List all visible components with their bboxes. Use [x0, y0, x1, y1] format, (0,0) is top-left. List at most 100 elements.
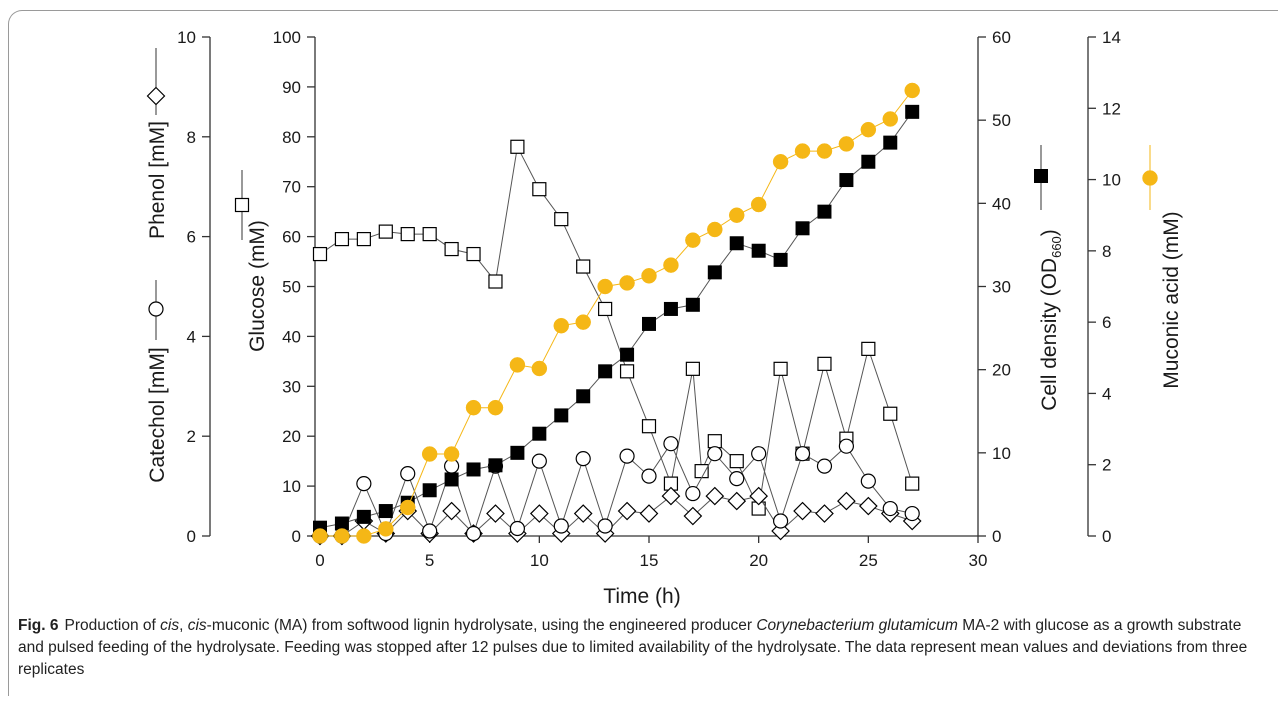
glucose-point [554, 212, 569, 227]
cell-density-axis-label: Cell density (OD660) [1038, 229, 1064, 411]
muconic-acid-point [663, 257, 679, 273]
phenol-point [793, 501, 812, 521]
x-tick-label: 15 [640, 551, 659, 570]
cell-density-legend [1034, 145, 1048, 210]
catechol-point [751, 446, 767, 462]
muconic-acid-point [750, 196, 767, 213]
caption-text: MA-2 with glucose as a growth substrate … [18, 617, 1248, 678]
muconic-acid-point [707, 221, 723, 238]
muconic-acid-point [641, 268, 657, 284]
cell-density-point [444, 472, 459, 487]
cell-density-line [319, 111, 913, 529]
catechol-point [356, 476, 372, 492]
x-tick-label: 0 [315, 551, 324, 570]
glucose-point [694, 464, 709, 479]
cell-density-point [334, 516, 349, 531]
catechol-point [575, 451, 591, 467]
caption-italic: Corynebacterium glutamicum [756, 617, 958, 634]
caption-italic: cis [187, 617, 207, 634]
x-tick-label: 5 [425, 551, 434, 570]
glucose-point [532, 182, 547, 197]
y-tick-label: 30 [282, 377, 301, 396]
catechol-point [400, 466, 416, 482]
glucose-point [510, 139, 525, 154]
cell-density-point [883, 135, 898, 150]
muconic-acid-point [487, 399, 504, 416]
phenol-point [661, 486, 681, 506]
caption-label: Fig. 6 [18, 617, 59, 634]
phenol-axis-label: Phenol [mM] [146, 121, 169, 239]
cell-density-point [488, 458, 503, 473]
muconic-acid-point [882, 111, 899, 127]
muconic-acid-point [509, 357, 526, 373]
y-tick-label: 2 [1102, 456, 1111, 475]
catechol-line [320, 442, 913, 537]
y-tick-label: 10 [1102, 171, 1121, 190]
muconic-acid-point [356, 528, 372, 544]
x-tick-label: 20 [749, 551, 768, 570]
catechol-point [619, 448, 635, 464]
muconic-acid-point [575, 314, 591, 330]
y-tick-label: 90 [282, 78, 301, 97]
cell-density-point [378, 504, 393, 519]
catechol-series [312, 436, 920, 544]
series-layer [310, 82, 922, 546]
catechol-point [531, 453, 547, 469]
figure-frame [8, 10, 1278, 696]
cell-density-point [598, 364, 613, 379]
cell-density-point [861, 154, 876, 169]
y-tick-label: 14 [1102, 28, 1121, 47]
muconic-acid-legend-marker [1142, 170, 1158, 186]
muconic-acid-line [320, 90, 913, 537]
y-tick-label: 100 [273, 28, 301, 47]
glucose-point [422, 227, 437, 242]
x-tick-label: 25 [859, 551, 878, 570]
muconic-acid-point [816, 143, 833, 159]
glucose-series [312, 139, 920, 516]
catechol-point [553, 518, 569, 534]
y-tick-label: 80 [282, 128, 301, 147]
phenol-point [617, 501, 637, 521]
muconic-acid-point [465, 399, 482, 416]
cell-density-point [707, 265, 722, 280]
muconic-acid-point [597, 278, 613, 295]
cell-density-legend-marker [1034, 169, 1048, 183]
cell-density-point [839, 173, 854, 188]
phenol-point [529, 504, 549, 523]
muconic-acid-point [685, 232, 701, 248]
catechol-point [663, 436, 679, 452]
catechol-point [904, 505, 920, 522]
y-tick-label: 4 [1102, 384, 1111, 403]
catechol-point [422, 523, 438, 539]
glucose-point [400, 227, 415, 242]
glucose-axis-label: Glucose (mM) [246, 220, 269, 352]
phenol-point [858, 496, 878, 516]
muconic-acid-point [728, 207, 745, 223]
catechol-axis-label: Catechol [mM] [146, 347, 169, 482]
glucose-point [817, 356, 832, 371]
y-tick-label: 10 [177, 28, 196, 47]
muconic-acid-point [838, 136, 855, 152]
y-tick-label: 70 [282, 178, 301, 197]
caption-text: Production of [64, 617, 161, 634]
phenol-point [683, 506, 703, 526]
phenol-point [486, 504, 505, 523]
phenol-line [320, 495, 913, 537]
x-axis-label: Time (h) [603, 585, 680, 608]
y-tick-label: 10 [282, 477, 301, 496]
muconic-acid-point [421, 446, 438, 462]
caption-italic: cis [160, 617, 180, 634]
y-tick-label: 0 [187, 527, 196, 546]
muconic-acid-point [334, 528, 350, 544]
catechol-point [641, 468, 657, 484]
phenol-point [815, 504, 834, 523]
cell-density-point [422, 483, 437, 498]
glucose-point [707, 434, 722, 449]
muconic-acid-series [312, 82, 920, 544]
phenol-legend-marker [146, 86, 166, 106]
cell-density-point [795, 221, 810, 236]
cell-density-point [751, 243, 766, 258]
catechol-point [794, 446, 811, 462]
chart: 0 5 10 15 20 25 300246810010203040506070809010… [146, 28, 1183, 608]
phenol-point [573, 504, 593, 523]
